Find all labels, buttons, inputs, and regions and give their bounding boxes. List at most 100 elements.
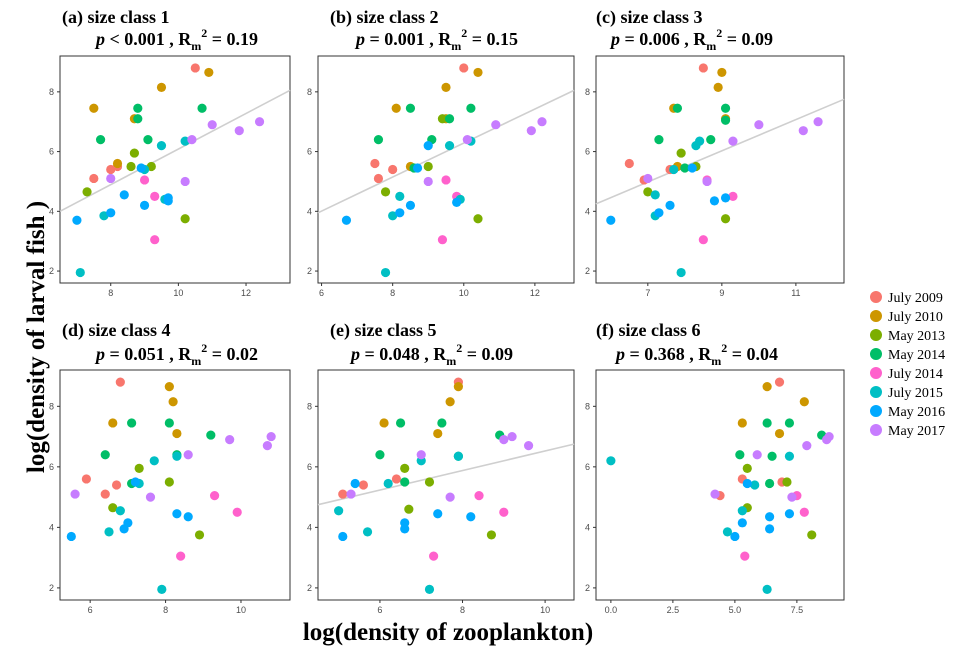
y-tick-label: 8 — [307, 87, 312, 97]
data-point — [100, 489, 110, 499]
data-point — [254, 117, 265, 127]
legend-swatch — [870, 386, 882, 398]
data-point — [765, 512, 775, 522]
panel-stats: p = 0.048 , Rm2 = 0.09 — [349, 341, 513, 368]
data-point — [765, 478, 775, 489]
data-point — [437, 114, 448, 124]
data-point — [459, 63, 469, 73]
p-symbol: p — [354, 29, 365, 49]
r-superscript: 2 — [716, 26, 722, 40]
data-point — [730, 531, 740, 542]
data-point — [75, 267, 85, 278]
data-point — [606, 456, 616, 466]
data-point — [388, 164, 398, 175]
data-point — [81, 474, 91, 484]
y-tick-label: 4 — [585, 206, 590, 216]
trend-line — [317, 443, 575, 506]
x-tick-label: 8 — [108, 288, 113, 298]
r-subscript: m — [451, 39, 461, 53]
data-point — [180, 214, 190, 224]
data-point — [130, 477, 141, 487]
data-point — [784, 509, 795, 519]
data-point — [537, 117, 547, 127]
data-point — [180, 176, 190, 187]
panel-2: 6 8 10 12 2 4 6 8 (b) size class 2p = 0.001 , Rm… — [307, 7, 575, 298]
data-point — [695, 136, 705, 146]
y-tick-label: 8 — [49, 87, 54, 97]
data-point — [754, 120, 764, 130]
panel-title: (f) size class 6 — [596, 320, 700, 341]
data-point — [799, 397, 809, 407]
data-point — [762, 382, 772, 392]
data-point — [774, 428, 785, 439]
data-point — [172, 451, 182, 461]
data-point — [66, 531, 76, 542]
data-point — [194, 530, 205, 540]
data-point — [133, 103, 143, 113]
data-point — [341, 215, 352, 225]
x-tick-label: 11 — [791, 288, 800, 298]
data-point — [172, 509, 182, 519]
p-value: < 0.001 , R — [105, 29, 192, 49]
data-point — [423, 141, 433, 151]
data-point — [676, 148, 686, 158]
r-subscript: m — [191, 354, 201, 368]
data-point — [462, 135, 472, 145]
p-symbol: p — [94, 29, 105, 49]
data-point — [412, 163, 423, 173]
data-point — [650, 190, 660, 200]
legend-swatch — [870, 329, 882, 341]
data-point — [373, 173, 384, 184]
y-axis-label: log(density of larval fish ) — [23, 201, 50, 473]
y-tick-label: 4 — [307, 206, 312, 216]
r-superscript: 2 — [456, 341, 462, 355]
data-point — [720, 115, 731, 125]
legend-item: July 2015 — [870, 386, 943, 401]
r-superscript: 2 — [201, 341, 207, 355]
data-point — [680, 163, 690, 173]
data-point — [491, 120, 501, 130]
data-point — [104, 527, 114, 537]
data-point — [183, 450, 193, 460]
data-point — [334, 506, 344, 516]
y-tick-label: 6 — [307, 147, 312, 157]
data-point — [380, 187, 391, 197]
data-point — [112, 158, 123, 169]
data-point — [750, 480, 760, 490]
r-superscript: 2 — [461, 26, 467, 40]
plot-area — [595, 369, 845, 601]
data-point — [119, 190, 129, 200]
data-point — [156, 141, 167, 151]
p-symbol: p — [614, 344, 625, 364]
data-point — [445, 492, 455, 502]
data-point — [204, 67, 214, 78]
r-superscript: 2 — [201, 26, 207, 40]
data-point — [207, 120, 217, 130]
r2-value: = 0.19 — [207, 29, 258, 49]
data-point — [395, 418, 406, 428]
data-point — [762, 584, 772, 595]
data-point — [187, 135, 197, 145]
data-point — [400, 518, 410, 528]
plot-area — [59, 369, 291, 601]
data-point — [108, 503, 118, 513]
data-point — [176, 551, 186, 561]
r-subscript: m — [711, 354, 721, 368]
data-point — [798, 126, 808, 136]
y-tick-label: 2 — [49, 583, 54, 593]
data-point — [784, 418, 795, 428]
panel-5: 6 8 10 2 4 6 8 (e) size class 5p = 0.048 , Rm2 … — [307, 320, 575, 615]
data-point — [391, 474, 402, 484]
data-point — [111, 480, 122, 490]
x-tick-label: 8 — [460, 605, 465, 615]
data-point — [466, 512, 476, 522]
trend-line — [317, 89, 575, 214]
data-point — [168, 397, 178, 407]
data-point — [106, 173, 116, 184]
panel-title: (c) size class 3 — [596, 7, 702, 28]
data-point — [95, 135, 106, 145]
y-tick-label: 4 — [49, 522, 54, 532]
